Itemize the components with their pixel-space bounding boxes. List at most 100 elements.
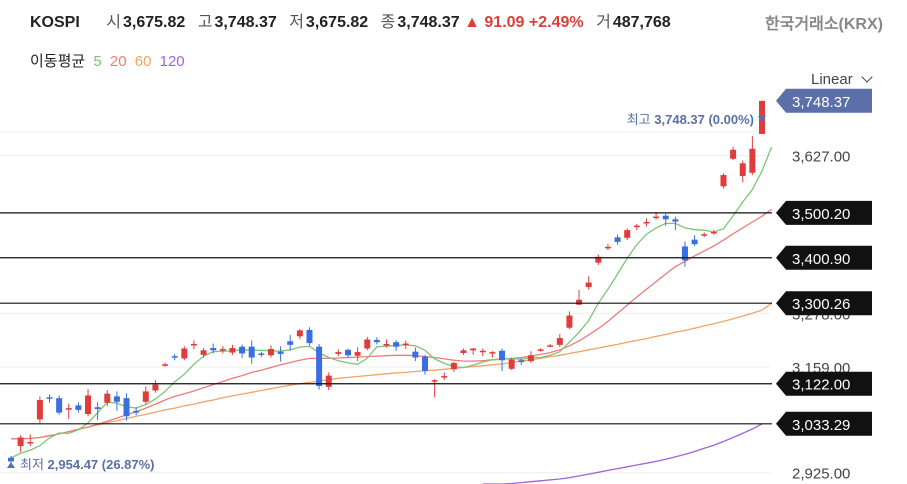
candle [412, 347, 419, 362]
candle-body [710, 231, 717, 234]
candle [643, 218, 650, 227]
candle [691, 235, 698, 246]
ma-period-120[interactable]: 120 [159, 53, 185, 70]
candle [17, 435, 24, 453]
level-tag-label: 3,500.20 [792, 206, 850, 223]
candle-body [672, 219, 679, 222]
close-value: 3,748.37 [397, 14, 460, 31]
candle-body [46, 397, 53, 399]
current-price-label: 3,748.37 [792, 94, 850, 111]
high-annotation-label: 최고 [627, 112, 655, 127]
candle [460, 348, 467, 355]
candle [133, 407, 140, 416]
level-tag-label: 3,033.29 [792, 417, 850, 434]
candle-body [27, 441, 34, 444]
ma60-line [11, 302, 772, 440]
ma-period-60[interactable]: 60 [134, 53, 152, 70]
candle [470, 348, 477, 355]
candle-body [527, 355, 534, 362]
candle-body [171, 356, 178, 358]
candle-body [8, 457, 14, 462]
candle [749, 136, 756, 176]
candle [162, 362, 169, 367]
candle-body [335, 352, 342, 354]
candle-body [383, 343, 390, 346]
candle [287, 334, 294, 351]
price-header: KOSPI 시 3,675.82 고 3,748.37 저 3,675.82 종 3,7… [30, 8, 671, 32]
candle-body [133, 410, 140, 413]
candle-body [296, 330, 303, 337]
candle-body [17, 437, 24, 447]
close-label: 종 [380, 14, 396, 31]
high-annotation: 최고 3,748.37 (0.00%) [627, 112, 754, 127]
low-annotation-value: 2,954.47 (26.87%) [48, 457, 155, 472]
candle [36, 396, 43, 424]
candle [383, 339, 390, 348]
open-value: 3,675.82 [122, 14, 186, 31]
candle [720, 173, 727, 189]
scale-selector[interactable]: Linear [811, 71, 873, 88]
candle-body [576, 299, 583, 305]
candle-body [566, 315, 573, 328]
candle-body [373, 339, 380, 343]
candle-body [210, 348, 217, 351]
level-tag [776, 371, 872, 396]
candle-body [441, 376, 448, 378]
candle-body [258, 353, 265, 355]
candle-body [162, 364, 169, 366]
candle-body [412, 351, 419, 358]
candle [104, 390, 111, 407]
candle-body [681, 246, 688, 261]
candle [27, 434, 34, 447]
candle [499, 348, 506, 372]
y-tick-label: 3,627.00 [792, 149, 850, 166]
candle [75, 402, 82, 413]
candle-body [306, 329, 313, 344]
candle [171, 353, 178, 361]
candle-body [181, 348, 188, 359]
candle [624, 228, 631, 241]
candle-body [267, 348, 274, 356]
candle [710, 229, 717, 235]
candle [527, 351, 534, 363]
candle-body [113, 396, 120, 402]
candle-body [152, 384, 159, 391]
candle [267, 345, 274, 358]
candle [306, 327, 313, 346]
candle-body [518, 360, 525, 363]
candle [441, 372, 448, 381]
candle [65, 403, 72, 419]
candle [85, 389, 92, 417]
candle [335, 349, 342, 357]
candle [422, 354, 429, 375]
volume-label: 거 [596, 14, 611, 31]
ma-period-20[interactable]: 20 [109, 53, 127, 70]
candle [585, 276, 592, 290]
candle [248, 340, 255, 364]
candle-body [36, 399, 43, 420]
candle-body [585, 282, 592, 288]
candle-body [604, 246, 611, 249]
low-annotation: 최저 2,954.47 (26.87%) [20, 457, 155, 472]
candle-body [508, 359, 515, 369]
level-tag [776, 245, 872, 270]
level-tag [776, 291, 872, 316]
candle [576, 289, 583, 306]
candle-body [450, 362, 457, 370]
ma-period-5[interactable]: 5 [93, 53, 102, 70]
candle [94, 402, 101, 420]
candle-body [595, 256, 602, 263]
candle-body [239, 346, 246, 354]
candle-body [65, 408, 72, 410]
candle [229, 344, 236, 355]
candle [595, 254, 602, 265]
candle [46, 394, 53, 403]
y-tick-label: 2,925.00 [792, 466, 850, 483]
candle [672, 216, 679, 231]
candle [258, 351, 265, 358]
high-value: 3,748.37 [214, 14, 277, 31]
candle [730, 146, 737, 161]
candle-body [344, 349, 351, 356]
candle-body [653, 216, 660, 219]
